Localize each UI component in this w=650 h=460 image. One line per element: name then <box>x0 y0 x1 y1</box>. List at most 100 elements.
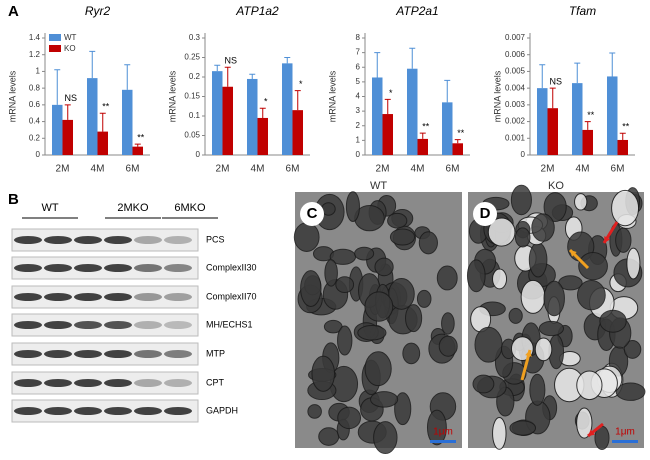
mitochondrion <box>389 228 416 246</box>
bar <box>222 86 233 155</box>
mitochondrion <box>370 391 399 408</box>
bar <box>417 138 428 155</box>
x-tick-label: 4M <box>411 164 425 175</box>
error-bar <box>549 87 556 109</box>
blot-band <box>14 236 42 244</box>
significance-label: ** <box>457 128 465 138</box>
error-bar <box>99 112 106 132</box>
chart-title: ATP1a2 <box>235 4 279 18</box>
protein-label: ComplexII70 <box>206 291 257 301</box>
bar <box>87 78 98 155</box>
chart-title: Ryr2 <box>85 4 111 18</box>
x-tick-label: 4M <box>251 164 265 175</box>
bar <box>572 83 583 155</box>
scale-bar <box>612 440 638 443</box>
mitochondrion <box>623 340 642 359</box>
significance-label: ** <box>622 122 630 132</box>
mitochondrion <box>534 337 553 362</box>
mitochondrion <box>510 184 532 216</box>
panel-badge <box>473 202 497 226</box>
blot-band <box>104 293 132 301</box>
chart-title: ATP2a1 <box>395 4 438 18</box>
blot-band <box>14 293 42 301</box>
y-tick-label: 4 <box>356 92 361 101</box>
x-tick-label: 6M <box>286 164 300 175</box>
significance-label: ** <box>137 133 145 143</box>
mitochondrion <box>324 259 338 287</box>
error-bar <box>64 104 71 120</box>
bar <box>212 71 223 155</box>
arrow-head <box>588 429 595 436</box>
significance-label: * <box>264 97 268 107</box>
x-tick-label: 6M <box>126 164 140 175</box>
blot-band <box>74 379 102 387</box>
bar <box>582 129 593 155</box>
error-bar <box>619 132 626 140</box>
mitochondrion <box>599 309 627 333</box>
protein-label: GAPDH <box>206 405 238 415</box>
error-bar <box>249 73 256 79</box>
mitochondrion <box>373 421 398 455</box>
mitochondrion <box>538 320 565 337</box>
mitochondrion <box>394 392 412 426</box>
mitochondrion <box>510 336 534 362</box>
significance-label: NS <box>549 77 562 87</box>
y-tick-label: 1.4 <box>29 33 41 42</box>
y-tick-label: 1 <box>36 67 41 76</box>
y-tick-label: 0.2 <box>29 133 41 142</box>
bar <box>617 139 628 155</box>
x-tick-label: 6M <box>611 164 625 175</box>
bar <box>547 108 558 155</box>
blot-band <box>164 264 192 272</box>
mitochondrion <box>357 325 387 341</box>
blot-band <box>134 293 162 301</box>
mitochondrion <box>318 427 340 446</box>
panel-label: B <box>8 191 19 208</box>
bar <box>452 143 463 155</box>
bar <box>247 78 258 155</box>
blot-band <box>74 293 102 301</box>
mitochondrion <box>436 265 458 291</box>
mitochondrion <box>615 227 632 253</box>
mitochondrion <box>574 193 588 211</box>
error-bar <box>214 64 221 72</box>
mitochondrion <box>528 242 548 278</box>
error-bar <box>584 121 591 130</box>
mitochondrion <box>354 246 375 261</box>
blot-band <box>134 379 162 387</box>
mitochondrion <box>576 279 606 311</box>
error-bar <box>134 143 141 147</box>
blot-band <box>164 379 192 387</box>
blot-band <box>164 350 192 358</box>
y-tick-label: 0 <box>196 150 201 159</box>
bar <box>52 104 63 155</box>
y-tick-label: 0.2 <box>189 72 201 81</box>
y-tick-label: 0.005 <box>505 67 526 76</box>
blot-band <box>44 407 72 415</box>
error-bar <box>284 57 291 64</box>
blot-band <box>164 321 192 329</box>
blot-band <box>134 236 162 244</box>
bar <box>407 68 418 155</box>
legend-label: KO <box>64 44 76 53</box>
y-tick-label: 0.006 <box>505 50 526 59</box>
mitochondrion <box>337 406 362 430</box>
mitochondrion <box>509 420 537 436</box>
blot-band <box>74 350 102 358</box>
scale-bar <box>430 440 456 443</box>
bar <box>282 63 293 155</box>
bar <box>97 131 108 155</box>
mitochondrion <box>293 222 320 252</box>
legend-swatch <box>49 34 61 41</box>
panel-label: A <box>8 3 19 20</box>
mitochondrion <box>426 409 447 446</box>
error-bar <box>224 66 231 87</box>
mitochondrion <box>543 192 567 223</box>
panel-label: C <box>307 205 318 222</box>
protein-label: PCS <box>206 234 225 244</box>
y-tick-label: 0.05 <box>184 131 200 140</box>
mitochondrion <box>300 270 322 307</box>
y-tick-label: 8 <box>356 33 361 42</box>
mitochondrion <box>335 276 355 294</box>
